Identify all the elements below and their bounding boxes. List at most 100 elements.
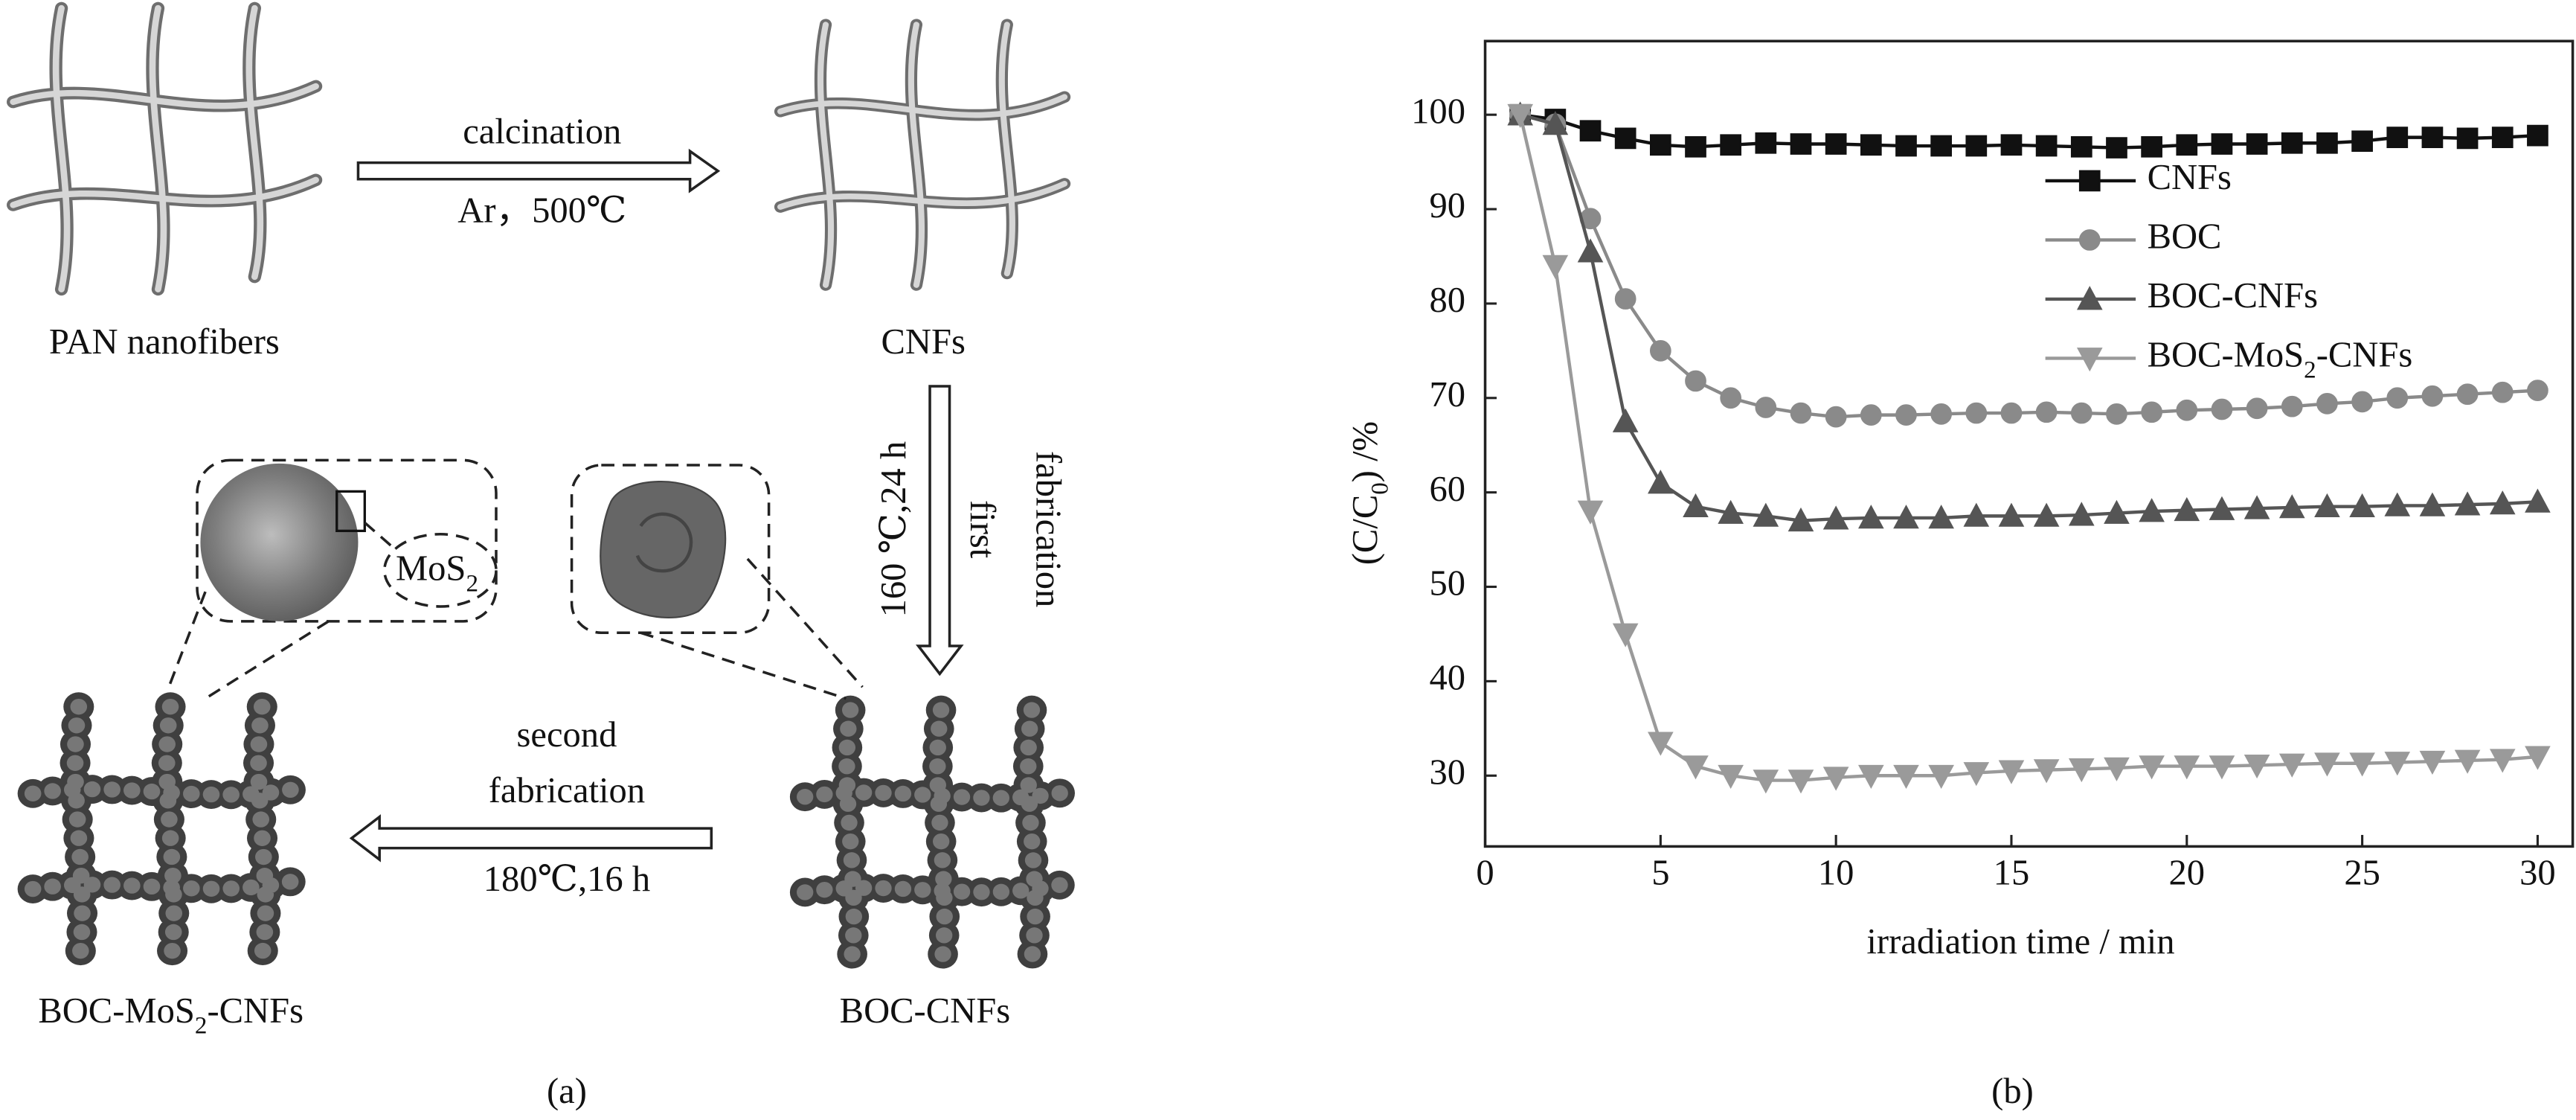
point: [1614, 288, 1637, 310]
point: [2070, 402, 2092, 424]
y-axis-label: (C/C0) /%: [1345, 421, 1394, 565]
legend-marker: [2078, 170, 2101, 192]
point: [1965, 135, 1988, 157]
point: [1542, 111, 1569, 135]
series-line: [1520, 113, 2538, 522]
point: [2384, 752, 2411, 776]
point: [1930, 403, 1952, 425]
point: [2384, 492, 2411, 516]
point: [2068, 502, 2095, 526]
plot-frame: [1483, 39, 2575, 848]
arrow-left: [349, 814, 713, 863]
point: [2176, 399, 2198, 421]
step-label: calcination: [463, 111, 621, 151]
point: [2349, 493, 2375, 518]
point: [2316, 393, 2338, 415]
boc-mesh: [805, 710, 1077, 970]
y-tick-label: 80: [1429, 280, 1465, 320]
point: [2351, 391, 2373, 413]
point: [2278, 494, 2305, 519]
material-label: BOC-CNFs: [840, 991, 1010, 1031]
cnf-mesh: [780, 25, 1064, 285]
connector: [166, 591, 207, 691]
point: [1577, 238, 1604, 263]
connector: [640, 631, 847, 700]
point: [2421, 127, 2444, 148]
step-label: fabrication: [489, 770, 645, 810]
material-label: CNFs: [881, 321, 965, 362]
point: [1790, 402, 1812, 424]
point: [1930, 135, 1952, 157]
point: [2174, 496, 2200, 522]
point: [1720, 134, 1742, 156]
point: [1790, 133, 1812, 155]
legend-marker: [2076, 286, 2103, 310]
x-axis-label: irradiation time / min: [1866, 921, 2174, 961]
flower-petal: [635, 512, 693, 573]
caption: (b): [1991, 1071, 2034, 1111]
point: [2000, 402, 2023, 424]
point: [2527, 380, 2548, 401]
legend-label: CNFs: [2148, 157, 2232, 197]
point: [2419, 492, 2446, 516]
point: [2386, 387, 2409, 409]
point: [2246, 133, 2268, 155]
y-tick-label: 40: [1429, 658, 1465, 698]
point: [1893, 764, 1919, 790]
material-label: BOC-MoS2-CNFs: [38, 991, 303, 1040]
point: [1577, 500, 1604, 525]
point: [2525, 488, 2551, 513]
connector: [364, 521, 392, 547]
point: [2281, 132, 2303, 154]
x-tick-label: 25: [2344, 852, 2380, 892]
inset-box: [570, 464, 771, 635]
point: [1720, 387, 1742, 409]
point: [1649, 134, 1671, 156]
point: [2278, 753, 2305, 778]
x-tick-label: 30: [2519, 852, 2556, 892]
point: [1998, 760, 2025, 784]
point: [1858, 505, 1884, 529]
point: [2070, 135, 2092, 158]
material-label: PAN nanofibers: [49, 321, 280, 362]
point: [1895, 404, 1917, 426]
point: [2243, 754, 2270, 779]
point: [1928, 505, 1954, 529]
pan-mesh: [13, 8, 316, 289]
point: [1612, 408, 1639, 432]
x-tick-label: 5: [1651, 852, 1669, 892]
arrow-down: [916, 385, 964, 676]
point: [1825, 133, 1847, 155]
point: [1860, 134, 1882, 156]
zoom-square: [335, 490, 366, 533]
diagram: calcination Ar，500℃ PAN nanofibers CNFs …: [13, 8, 1077, 1111]
connector: [746, 557, 864, 688]
arrow-right: [356, 148, 721, 193]
point: [2106, 403, 2127, 425]
flower: [600, 481, 727, 619]
point: [2139, 755, 2165, 780]
point: [1685, 135, 1706, 158]
y-tick-label: 30: [1429, 752, 1465, 792]
point: [2035, 135, 2058, 157]
point: [1822, 767, 1849, 791]
point: [2456, 127, 2479, 150]
point: [1612, 623, 1639, 647]
point: [2419, 750, 2446, 775]
step-label: fabrication: [1028, 451, 1068, 607]
point: [2456, 383, 2479, 406]
y-tick-label: 50: [1429, 563, 1465, 604]
y-tick-label: 60: [1429, 469, 1465, 509]
series-line: [1518, 114, 2538, 782]
point: [1822, 505, 1849, 530]
point: [1965, 402, 1988, 424]
point: [2174, 755, 2200, 780]
point: [1648, 732, 1674, 756]
flower-sphere: [200, 463, 359, 621]
point: [1685, 370, 1706, 392]
point: [2351, 130, 2373, 153]
chart: (b) irradiation time / min (C/C0) /% 0 5 1…: [1345, 39, 2575, 1111]
point: [1858, 764, 1884, 790]
point: [1895, 135, 1917, 157]
